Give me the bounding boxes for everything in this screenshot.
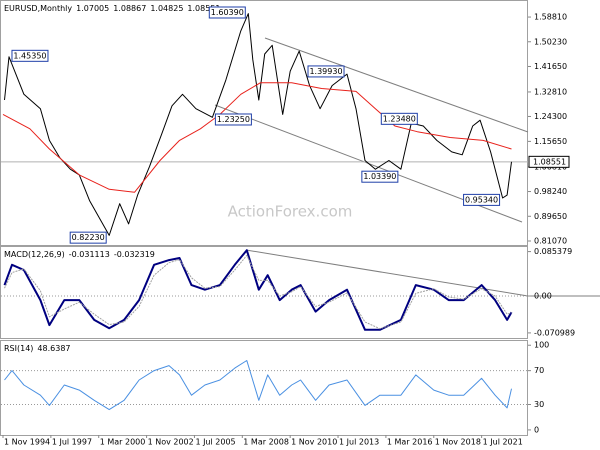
annotation-box — [214, 113, 252, 126]
series-line — [2, 82, 512, 193]
x-tick-label: 1 Mar 2008 — [243, 438, 289, 447]
x-tick-label: 1 Jul 2005 — [195, 438, 235, 447]
y-tick-label: 1.41650 — [534, 62, 567, 71]
y-tick-label: 0 — [534, 425, 539, 434]
y-tick-label: 1.58810 — [534, 13, 567, 22]
panel-header: MACD(12,26,9) -0.031113 -0.032319 — [4, 250, 155, 259]
x-tick-label: 1 Jul 1997 — [52, 438, 92, 447]
header-value: 1.08551 — [187, 4, 220, 13]
annotation-label: 1.03390 — [363, 172, 396, 181]
annotation-box — [361, 170, 399, 183]
x-tick-label: 1 Nov 1994 — [4, 438, 50, 447]
y-tick-label: 1.24300 — [534, 112, 567, 121]
annotation-box — [380, 112, 418, 125]
panel-title: MACD(12,26,9) — [4, 250, 65, 259]
x-tick-label: 1 Nov 2018 — [435, 438, 481, 447]
y-tick-label: 70 — [534, 366, 544, 375]
y-tick-label: 30 — [534, 400, 544, 409]
y-tick-label: 0.89650 — [534, 212, 567, 221]
annotation-label: 1.23250 — [217, 115, 250, 124]
annotation-label: 1.45350 — [13, 51, 46, 60]
macd-panel — [0, 246, 528, 339]
current-price-tag — [528, 155, 570, 168]
header-value: -0.031113 — [69, 250, 110, 259]
annotation-box — [208, 6, 246, 19]
header-value: -0.032319 — [114, 250, 155, 259]
annotation-box — [69, 231, 107, 244]
channel-upper — [264, 37, 529, 133]
y-tick-label: -0.070989 — [534, 328, 575, 337]
current-price-label: 1.08551 — [533, 157, 566, 166]
y-tick-label: 0.81070 — [534, 236, 567, 245]
y-tick-label: 0.00 — [534, 291, 552, 300]
x-tick-label: 1 Nov 2002 — [148, 438, 194, 447]
x-tick-label: 1 Jul 2021 — [483, 438, 523, 447]
header-value: 48.6387 — [37, 344, 70, 353]
annotation-label: 1.39930 — [309, 67, 342, 76]
price-panel — [0, 0, 528, 246]
macd-trendline — [245, 249, 529, 297]
x-tick-label: 1 Nov 2010 — [291, 438, 337, 447]
y-tick-label: 1.32810 — [534, 87, 567, 96]
annotation-label: 0.82230 — [72, 233, 105, 242]
panel-header: RSI(14) 48.6387 — [4, 344, 71, 353]
annotation-label: 1.23480 — [383, 114, 416, 123]
watermark: ActionForex.com — [228, 203, 353, 221]
y-tick-label: 0.98240 — [534, 187, 567, 196]
series-line — [4, 360, 512, 411]
y-tick-label: 0.085379 — [534, 247, 572, 256]
annotation-label: 0.95340 — [465, 195, 498, 204]
panel-header: EURUSD,Monthly 1.07005 1.08867 1.04825 1.085… — [4, 4, 221, 13]
header-value: 1.04825 — [150, 4, 183, 13]
header-value: 1.08867 — [113, 4, 146, 13]
x-tick-label: 1 Jul 2013 — [339, 438, 379, 447]
x-tick-label: 1 Mar 2000 — [100, 438, 146, 447]
y-tick-label: 1.50230 — [534, 37, 567, 46]
series-line — [4, 254, 512, 330]
annotation-box — [11, 49, 49, 62]
series-line — [3, 249, 513, 331]
annotation-label: 1.60390 — [211, 8, 244, 17]
panel-title: RSI(14) — [4, 344, 33, 353]
annotation-box — [463, 193, 501, 206]
series-line — [4, 13, 512, 236]
x-tick-label: 1 Mar 2016 — [387, 438, 433, 447]
y-tick-label: 100 — [534, 341, 549, 350]
y-tick-label: 1.15650 — [534, 137, 567, 146]
panel-title: EURUSD,Monthly — [4, 4, 72, 13]
rsi-panel — [0, 340, 528, 436]
annotation-box — [307, 65, 345, 78]
header-value: 1.07005 — [76, 4, 109, 13]
